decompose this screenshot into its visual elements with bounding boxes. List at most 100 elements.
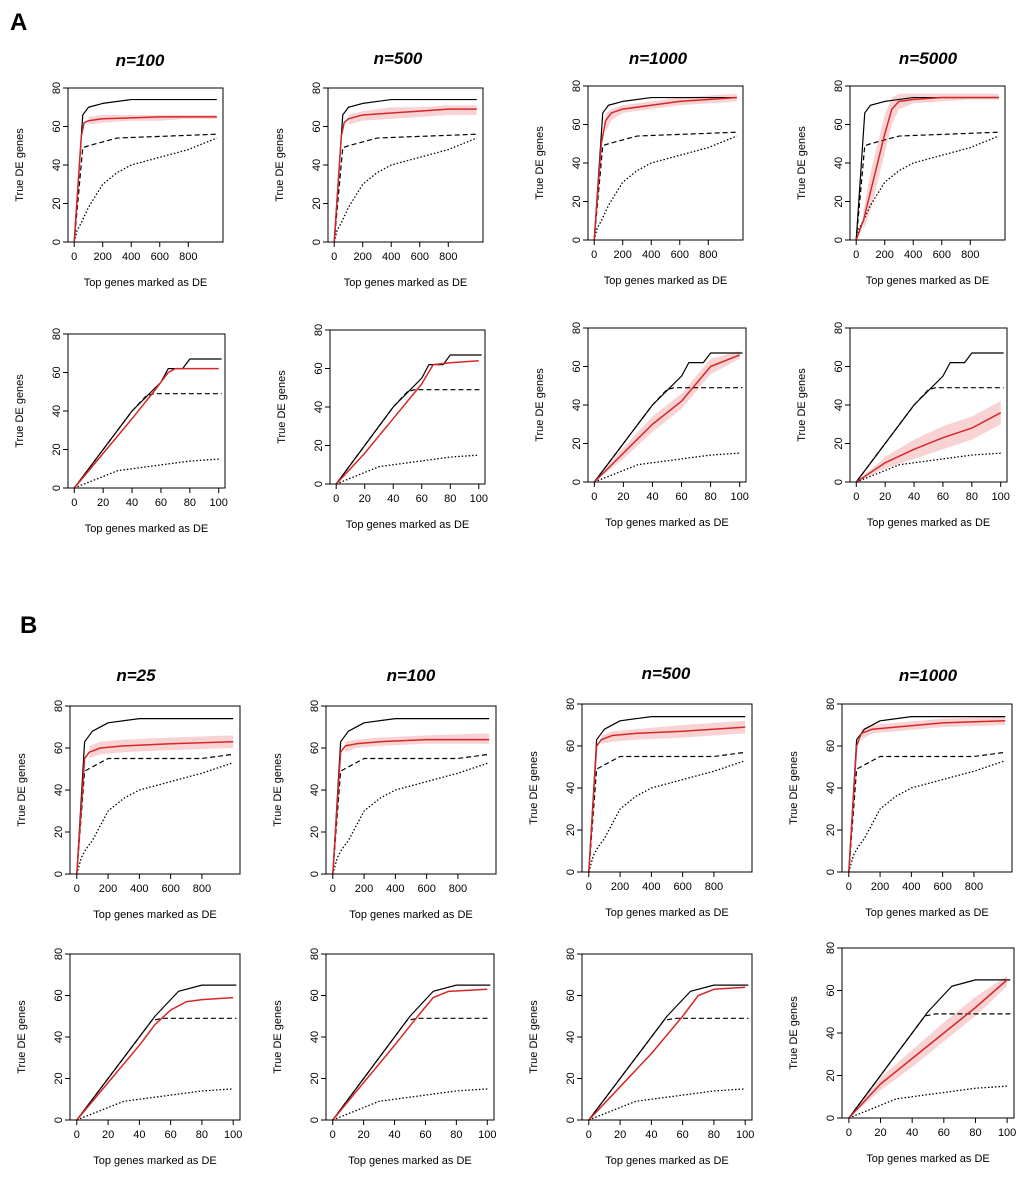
- y-tick-label: 40: [53, 784, 65, 796]
- x-axis-label: Top genes marked as DE: [605, 907, 729, 919]
- x-tick-label: 100: [731, 491, 749, 503]
- series-dotted-line: [588, 760, 746, 873]
- x-tick-label: 200: [99, 883, 117, 895]
- y-tick-label: 80: [825, 942, 837, 954]
- series-method-line: [848, 979, 1008, 1119]
- series-method-line: [593, 96, 737, 241]
- x-tick-label: 400: [386, 883, 404, 895]
- chart-5: 0 20 40 60 80 0 20 40 60 80 100 Top genes marked as…: [14, 328, 228, 535]
- series-best-line: [855, 96, 999, 241]
- x-tick-label: 400: [642, 249, 660, 261]
- series-method-line: [588, 986, 746, 1121]
- x-tick-label: 400: [902, 881, 920, 893]
- chart-6: 0 20 40 60 80 0 20 40 60 80 100 Top genes marked as…: [276, 324, 488, 531]
- x-tick-label: 600: [161, 883, 179, 895]
- y-tick-label: 40: [825, 1027, 837, 1039]
- series-dotted-line: [856, 452, 1001, 483]
- series-dotted-line: [332, 762, 490, 875]
- x-tick-label: 0: [586, 1129, 592, 1141]
- x-tick-label: 0: [74, 883, 80, 895]
- y-tick-label: 20: [309, 1072, 321, 1084]
- x-tick-label: 100: [478, 1129, 496, 1141]
- y-tick-label: 0: [565, 1117, 577, 1123]
- x-tick-label: 800: [699, 249, 717, 261]
- title-b-n25: n=25: [116, 666, 156, 685]
- y-tick-label: 80: [311, 82, 323, 94]
- x-tick-label: 80: [708, 1129, 720, 1141]
- y-tick-label: 20: [313, 439, 325, 451]
- y-tick-label: 0: [825, 1115, 837, 1121]
- series-best-line: [76, 717, 234, 875]
- x-axis-label: Top genes marked as DE: [867, 517, 991, 529]
- plot-frame: [325, 705, 497, 875]
- x-tick-label: 40: [645, 1129, 657, 1141]
- x-axis-label: Top genes marked as DE: [84, 277, 208, 289]
- series-method-line: [848, 720, 1006, 873]
- y-tick-label: 0: [313, 481, 325, 487]
- x-tick-label: 80: [184, 497, 196, 509]
- y-tick-label: 0: [51, 485, 63, 491]
- title-a-n1000: n=1000: [629, 49, 688, 68]
- y-tick-label: 20: [825, 824, 837, 836]
- x-tick-label: 600: [151, 251, 169, 263]
- x-axis-label: Top genes marked as DE: [349, 909, 473, 921]
- confidence-band: [856, 401, 1001, 482]
- series-method-line: [332, 988, 488, 1121]
- x-tick-label: 20: [358, 1129, 370, 1141]
- x-tick-label: 0: [330, 1129, 336, 1141]
- confidence-band: [848, 975, 1008, 1118]
- title-a-n500: n=500: [374, 49, 423, 68]
- x-tick-label: 40: [126, 497, 138, 509]
- y-tick-label: 40: [309, 1031, 321, 1043]
- x-tick-label: 20: [97, 497, 109, 509]
- y-tick-label: 40: [51, 159, 63, 171]
- x-tick-label: 0: [853, 491, 859, 503]
- title-a-n5000: n=5000: [899, 49, 958, 68]
- x-tick-label: 0: [71, 251, 77, 263]
- x-tick-label: 80: [966, 491, 978, 503]
- x-tick-label: 20: [617, 491, 629, 503]
- x-tick-label: 100: [736, 1129, 754, 1141]
- x-tick-label: 0: [331, 251, 337, 263]
- y-tick-label: 80: [825, 698, 837, 710]
- chart-13: 0 20 40 60 80 0 20 40 60 80 100 Top genes marked as…: [16, 948, 242, 1167]
- series-dotted-line: [73, 137, 218, 243]
- y-tick-label: 80: [571, 80, 583, 92]
- x-tick-label: 400: [642, 881, 660, 893]
- series-best-line: [848, 979, 1011, 1119]
- x-tick-label: 60: [165, 1129, 177, 1141]
- y-tick-label: 80: [51, 82, 63, 94]
- x-axis-label: Top genes marked as DE: [346, 519, 470, 531]
- panel-label-b: B: [20, 612, 37, 639]
- y-tick-label: 20: [51, 197, 63, 209]
- series-method-line: [588, 726, 746, 873]
- series-dotted-line: [74, 458, 219, 489]
- x-tick-label: 80: [196, 1129, 208, 1141]
- x-tick-label: 60: [938, 1127, 950, 1139]
- series-best-line: [588, 984, 749, 1121]
- x-tick-label: 60: [937, 491, 949, 503]
- series-method-line: [332, 738, 490, 875]
- y-axis-label: True DE genes: [16, 1000, 28, 1074]
- series-dashed-line: [73, 133, 217, 243]
- x-tick-label: 100: [210, 497, 228, 509]
- x-tick-label: 0: [591, 249, 597, 261]
- y-axis-label: True DE genes: [528, 1000, 540, 1074]
- x-axis-label: Top genes marked as DE: [605, 1155, 729, 1167]
- x-tick-label: 100: [224, 1129, 242, 1141]
- x-axis-label: Top genes marked as DE: [866, 275, 990, 287]
- series-dashed-line: [848, 1013, 1011, 1119]
- series-method-line: [333, 108, 477, 243]
- series-dashed-line: [76, 753, 234, 875]
- series-dotted-line: [335, 454, 479, 485]
- y-axis-label: True DE genes: [796, 126, 808, 200]
- y-tick-label: 0: [571, 237, 583, 243]
- x-tick-label: 0: [846, 881, 852, 893]
- plot-frame: [587, 85, 744, 241]
